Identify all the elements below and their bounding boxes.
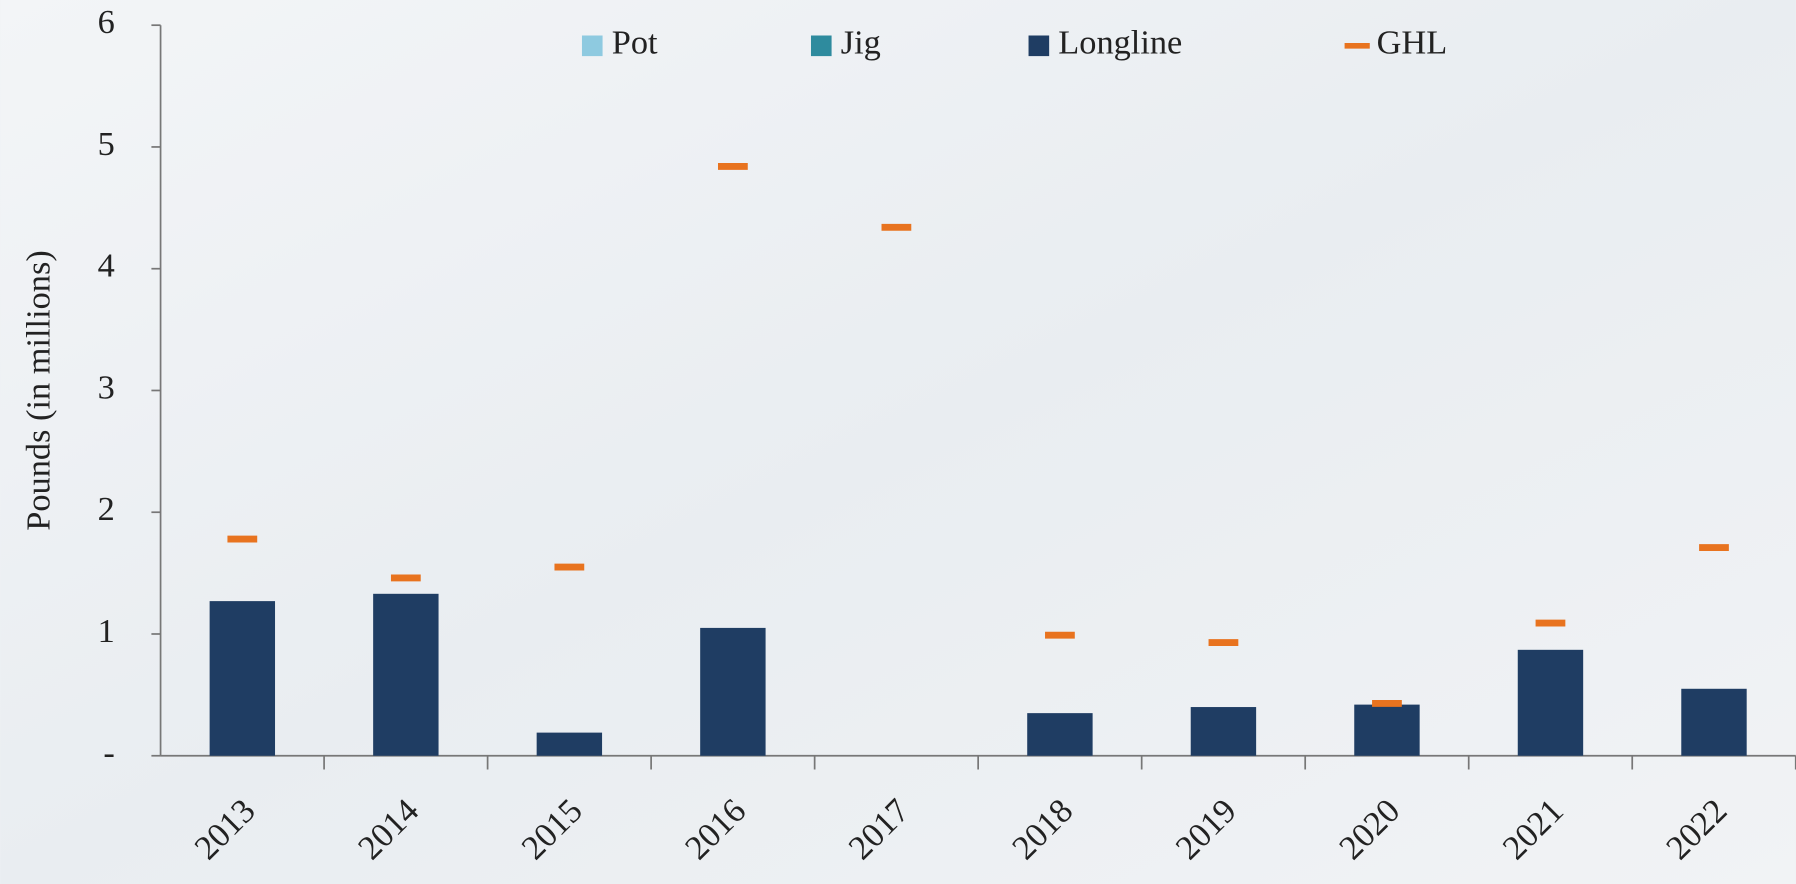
legend-label: Longline bbox=[1058, 24, 1182, 62]
bar bbox=[536, 732, 603, 756]
y-tick-label: 2 bbox=[98, 490, 115, 528]
y-tick-label: 5 bbox=[98, 125, 115, 163]
y-tick-label: 3 bbox=[98, 368, 115, 406]
bar bbox=[209, 601, 276, 756]
legend-label: Pot bbox=[612, 24, 658, 62]
y-axis-label: Pounds (in millions) bbox=[19, 250, 57, 531]
y-tick-label: 6 bbox=[98, 3, 115, 41]
bar bbox=[1190, 707, 1257, 756]
bar bbox=[373, 593, 439, 756]
bar bbox=[1681, 688, 1747, 756]
bar bbox=[1354, 704, 1420, 756]
legend-swatch bbox=[581, 35, 603, 57]
bar bbox=[1517, 649, 1584, 756]
legend-swatch bbox=[810, 35, 832, 57]
legend-label: Jig bbox=[841, 24, 881, 62]
y-tick-label: 4 bbox=[98, 247, 115, 285]
y-tick-label: - bbox=[103, 734, 114, 772]
bar bbox=[700, 627, 766, 756]
bar bbox=[1027, 713, 1093, 756]
y-tick-label: 1 bbox=[98, 612, 115, 650]
legend-label: GHL bbox=[1377, 24, 1448, 62]
legend-swatch bbox=[1028, 35, 1050, 57]
